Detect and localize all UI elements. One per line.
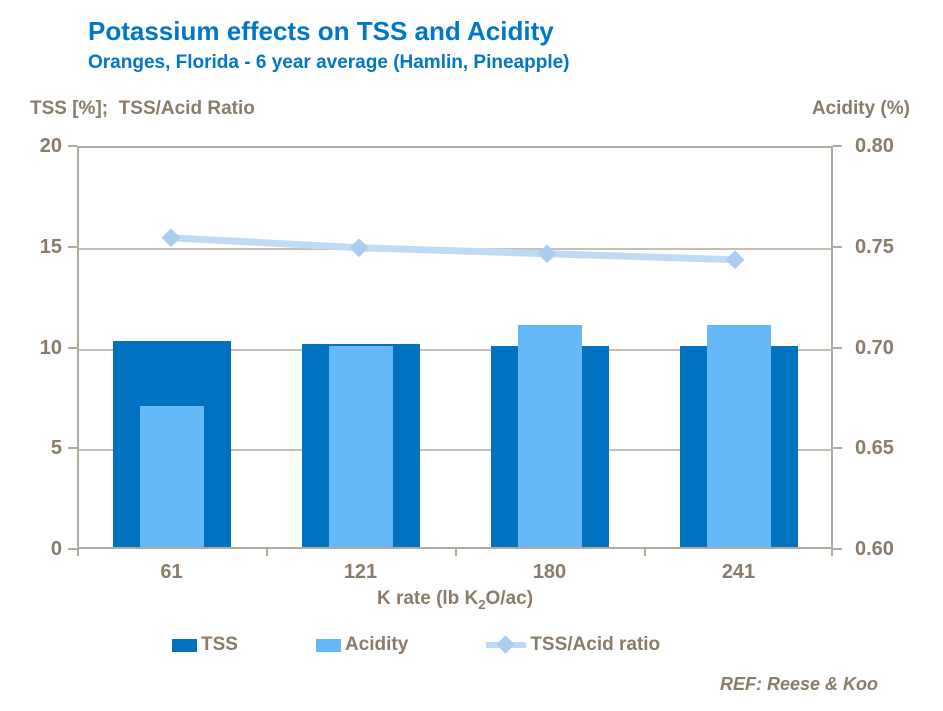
legend-label: TSS/Acid ratio	[530, 634, 661, 655]
x-axis-title-suffix: O/ac)	[485, 588, 534, 609]
legend-label: Acidity	[344, 634, 409, 655]
acidity-bar	[706, 325, 771, 547]
left-axis-tick-label: 10	[39, 336, 62, 359]
left-axis-tick-label: 15	[39, 235, 62, 258]
ratio-marker	[725, 250, 745, 270]
left-axis-tick-mark	[68, 346, 77, 349]
acidity-bar	[328, 345, 393, 547]
right-axis-tick-label: 0.80	[855, 135, 894, 157]
tss-legend-swatch	[172, 638, 197, 652]
x-axis-tick-mark	[644, 549, 646, 556]
right-axis-tick-label: 0.65	[855, 437, 894, 460]
x-axis-category-label: 180	[532, 561, 567, 583]
acidity-legend-swatch	[315, 638, 341, 652]
x-axis-title: K rate (lb K2O/ac)	[377, 588, 533, 612]
right-axis-tick-mark	[833, 548, 842, 550]
left-axis-tick-mark	[68, 447, 77, 450]
x-axis-tick-mark	[455, 549, 457, 556]
gridline	[79, 449, 831, 452]
acidity-bar	[139, 405, 204, 547]
legend: TSS Acidity TSS/Acid ratio	[172, 634, 660, 656]
right-axis-title: Acidity (%)	[811, 98, 910, 119]
left-axis-tick-label: 5	[50, 437, 62, 460]
right-axis-tick-mark	[833, 346, 842, 349]
right-axis-tick-label: 0.60	[855, 538, 894, 560]
legend-item: TSS/Acid ratio	[486, 634, 660, 656]
acidity-bar	[517, 325, 582, 547]
x-axis-title-prefix: K rate (lb K	[376, 588, 479, 609]
legend-item: Acidity	[315, 634, 409, 656]
left-axis-tick-mark	[68, 145, 77, 147]
x-axis-tick-mark	[266, 549, 268, 556]
x-axis-title-subscript: 2	[478, 596, 486, 612]
ratio-line-layer	[161, 228, 745, 270]
left-axis-tick-mark	[68, 245, 77, 248]
plot-area	[77, 146, 833, 549]
legend-label: TSS	[201, 634, 238, 655]
right-axis-tick-mark	[833, 145, 842, 147]
left-axis-tick-label: 0	[50, 538, 62, 560]
ratio-line	[170, 234, 736, 264]
ratio-marker	[349, 238, 369, 258]
x-axis-category-label: 241	[721, 561, 756, 583]
x-axis-tick-mark	[77, 549, 79, 556]
right-axis-tick-label: 0.75	[855, 235, 894, 258]
x-axis-category-label: 121	[343, 561, 378, 583]
ratio-legend-swatch	[486, 635, 527, 654]
right-axis-tick-label: 0.70	[855, 336, 894, 359]
left-axis-tick-label: 20	[39, 135, 62, 157]
reference-note: REF: Reese & Koo	[719, 674, 878, 694]
ratio-marker	[161, 228, 181, 248]
x-axis-tick-mark	[831, 549, 833, 556]
right-axis-tick-mark	[833, 447, 842, 450]
left-axis-tick-mark	[68, 548, 77, 550]
legend-item: TSS	[172, 634, 238, 656]
gridline	[79, 348, 831, 351]
right-axis-tick-mark	[833, 245, 842, 248]
left-axis-title: TSS [%]; TSS/Acid Ratio	[30, 98, 255, 119]
ratio-legend-diamond	[496, 635, 516, 654]
chart-title: Potassium effects on TSS and Acidity	[88, 16, 554, 46]
x-axis-category-label: 61	[160, 561, 183, 583]
chart-subtitle: Oranges, Florida - 6 year average (Hamli…	[88, 52, 570, 73]
ratio-marker	[537, 244, 557, 264]
